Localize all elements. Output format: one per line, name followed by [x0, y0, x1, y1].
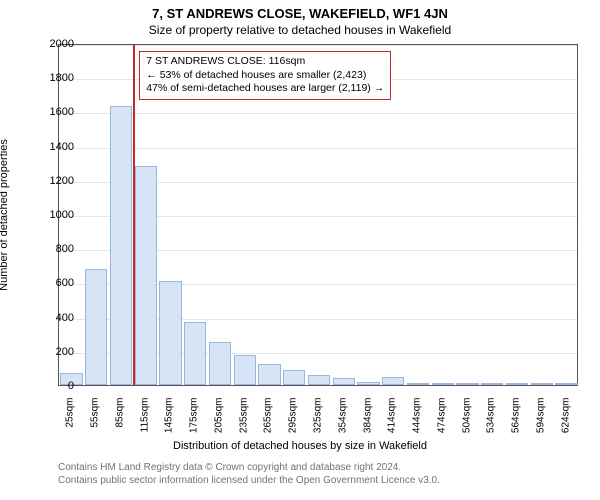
histogram-bar — [382, 377, 404, 385]
histogram-bar — [333, 378, 355, 385]
x-tick-label: 444sqm — [412, 398, 423, 438]
annotation-line3: 47% of semi-detached houses are larger (… — [146, 82, 384, 96]
x-tick-label: 354sqm — [337, 398, 348, 438]
chart-container: { "header": { "title_line1": "7, ST ANDR… — [0, 0, 600, 500]
y-tick-label: 1000 — [24, 209, 74, 221]
histogram-bar — [234, 355, 256, 385]
histogram-bar — [184, 322, 206, 385]
histogram-bar — [308, 375, 330, 385]
annotation-line2: ← 53% of detached houses are smaller (2,… — [146, 69, 384, 83]
y-tick-label: 400 — [24, 312, 74, 324]
x-tick-label: 594sqm — [535, 398, 546, 438]
histogram-bar — [85, 269, 107, 385]
x-tick-label: 624sqm — [560, 398, 571, 438]
histogram-bar — [135, 166, 157, 385]
histogram-bar — [357, 382, 379, 385]
x-tick-label: 384sqm — [362, 398, 373, 438]
page-title: 7, ST ANDREWS CLOSE, WAKEFIELD, WF1 4JN — [0, 0, 600, 21]
histogram-bar — [209, 342, 231, 385]
subject-marker-line — [133, 45, 135, 385]
x-tick-label: 175sqm — [189, 398, 200, 438]
gridline — [59, 45, 577, 46]
page-subtitle: Size of property relative to detached ho… — [0, 21, 600, 37]
footer: Contains HM Land Registry data © Crown c… — [58, 462, 580, 487]
histogram-bar — [456, 383, 478, 385]
y-tick-label: 1600 — [24, 106, 74, 118]
y-tick-label: 0 — [24, 380, 74, 392]
histogram-bar — [555, 383, 577, 385]
y-axis-title: Number of detached properties — [0, 139, 10, 291]
x-tick-label: 564sqm — [511, 398, 522, 438]
y-tick-label: 800 — [24, 243, 74, 255]
gridline — [59, 148, 577, 149]
plot-wrap: 7 ST ANDREWS CLOSE: 116sqm← 53% of detac… — [58, 44, 578, 386]
y-tick-label: 1800 — [24, 72, 74, 84]
x-tick-label: 205sqm — [213, 398, 224, 438]
histogram-bar — [407, 383, 429, 385]
histogram-bar — [432, 383, 454, 385]
y-tick-label: 1400 — [24, 141, 74, 153]
y-tick-label: 2000 — [24, 38, 74, 50]
x-tick-label: 414sqm — [387, 398, 398, 438]
x-tick-label: 474sqm — [436, 398, 447, 438]
histogram-bar — [159, 281, 181, 385]
footer-line2: Contains public sector information licen… — [58, 475, 580, 488]
y-tick-label: 1200 — [24, 175, 74, 187]
x-tick-label: 504sqm — [461, 398, 472, 438]
annotation-line1: 7 ST ANDREWS CLOSE: 116sqm — [146, 55, 384, 69]
histogram-bar — [506, 383, 528, 385]
histogram-bar — [283, 370, 305, 385]
x-tick-label: 25sqm — [65, 398, 76, 438]
y-tick-label: 200 — [24, 346, 74, 358]
histogram-bar — [531, 383, 553, 385]
histogram-bar — [258, 364, 280, 385]
x-tick-label: 145sqm — [164, 398, 175, 438]
footer-line1: Contains HM Land Registry data © Crown c… — [58, 462, 580, 475]
annotation-box: 7 ST ANDREWS CLOSE: 116sqm← 53% of detac… — [139, 51, 391, 100]
y-tick-label: 600 — [24, 277, 74, 289]
histogram-bar — [110, 106, 132, 385]
x-axis-title: Distribution of detached houses by size … — [0, 440, 600, 452]
x-tick-label: 265sqm — [263, 398, 274, 438]
x-tick-label: 55sqm — [90, 398, 101, 438]
x-tick-label: 85sqm — [114, 398, 125, 438]
x-tick-label: 325sqm — [313, 398, 324, 438]
x-tick-label: 295sqm — [288, 398, 299, 438]
histogram-bar — [481, 383, 503, 385]
gridline — [59, 113, 577, 114]
x-tick-label: 115sqm — [139, 398, 150, 438]
x-tick-label: 235sqm — [238, 398, 249, 438]
x-tick-label: 534sqm — [486, 398, 497, 438]
plot-area: 7 ST ANDREWS CLOSE: 116sqm← 53% of detac… — [58, 44, 578, 386]
